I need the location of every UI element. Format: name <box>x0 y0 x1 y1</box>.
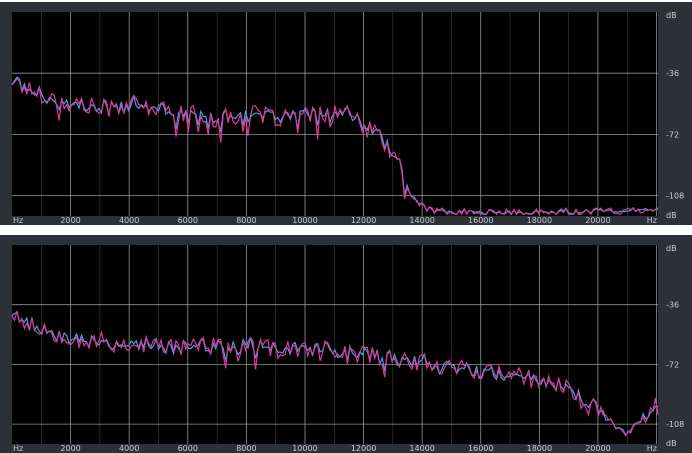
y-tick-label: -108 <box>666 420 684 429</box>
plot-area <box>12 12 658 216</box>
spectrum-panel-bottom: 2000 4000 6000 8000 10000 12000 14000 16000 1800… <box>0 235 692 453</box>
x-tick-label: 14000 <box>409 444 434 453</box>
x-unit-label-left: Hz <box>13 444 23 453</box>
x-tick-label: 8000 <box>236 216 256 225</box>
top-trace-channel-a <box>11 78 659 216</box>
x-tick-label: 16000 <box>468 216 493 225</box>
y-tick-label: -36 <box>666 301 679 310</box>
y-unit-label-bottom: dB <box>666 211 677 220</box>
x-tick-label: 12000 <box>351 216 376 225</box>
x-tick-label: 2000 <box>60 444 80 453</box>
x-tick-label: 2000 <box>60 216 80 225</box>
x-tick-label: 10000 <box>292 444 317 453</box>
x-tick-label: 20000 <box>585 444 610 453</box>
x-tick-label: 20000 <box>585 216 610 225</box>
plot-area <box>12 245 658 444</box>
y-tick-label: -36 <box>666 69 679 78</box>
y-unit-label-top: dB <box>666 244 677 253</box>
y-tick-label: -72 <box>666 360 679 369</box>
x-tick-label: 10000 <box>292 216 317 225</box>
y-unit-label-bottom: dB <box>666 439 677 448</box>
spectrum-panel-top: 2000 4000 6000 8000 10000 12000 14000 16000 1800… <box>0 2 692 225</box>
y-tick-label: -108 <box>666 192 684 201</box>
spectrum-chart-bottom: 2000 4000 6000 8000 10000 12000 14000 16000 1800… <box>11 244 684 453</box>
y-tick-label: -72 <box>666 130 679 139</box>
x-unit-label-left: Hz <box>13 216 23 225</box>
x-tick-label: 4000 <box>119 444 139 453</box>
x-unit-label-right: Hz <box>647 444 657 453</box>
x-unit-label-right: Hz <box>647 216 657 225</box>
x-tick-label: 14000 <box>409 216 434 225</box>
bottom-trace-channel-a <box>11 310 659 437</box>
y-unit-label-top: dB <box>666 11 677 20</box>
x-tick-label: 6000 <box>178 216 198 225</box>
x-tick-label: 12000 <box>351 444 376 453</box>
x-tick-label: 6000 <box>178 444 198 453</box>
x-tick-label: 4000 <box>119 216 139 225</box>
x-tick-label: 18000 <box>527 444 552 453</box>
x-tick-label: 8000 <box>236 444 256 453</box>
x-tick-label: 18000 <box>527 216 552 225</box>
spectrum-chart-top: 2000 4000 6000 8000 10000 12000 14000 16000 1800… <box>11 11 684 225</box>
x-tick-label: 16000 <box>468 444 493 453</box>
